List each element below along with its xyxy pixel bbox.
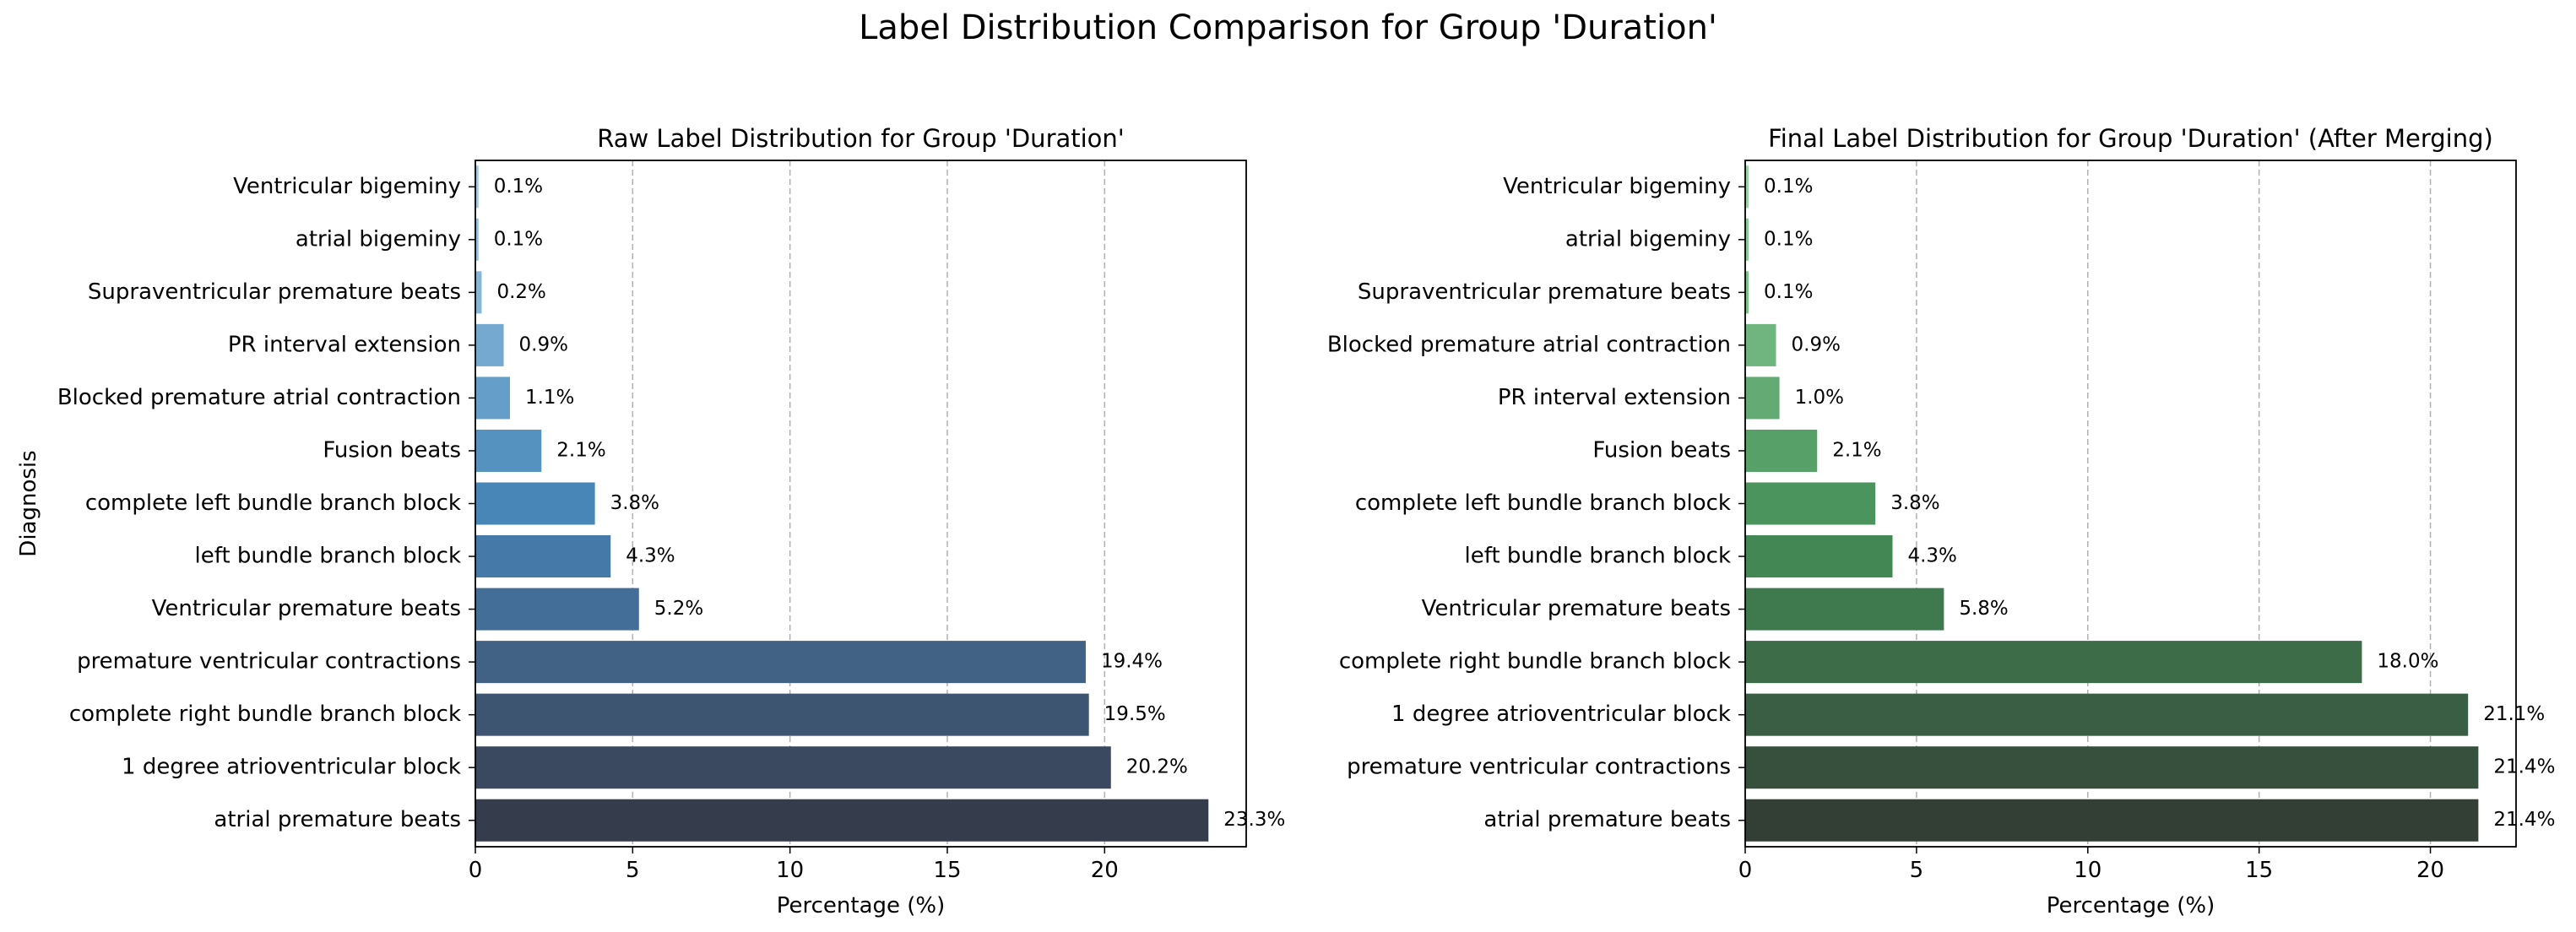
data-label: 0.1% (1764, 281, 1813, 303)
category-label: left bundle branch block (195, 544, 461, 569)
category-label: atrial premature beats (1483, 807, 1731, 832)
data-label: 0.9% (1792, 333, 1841, 355)
data-label: 21.4% (2493, 756, 2555, 778)
data-label: 1.0% (1795, 387, 1844, 409)
bar (475, 746, 1111, 789)
data-label: 0.1% (1764, 176, 1813, 198)
category-label: Ventricular premature beats (152, 596, 461, 621)
axes-frame (475, 160, 1247, 848)
category-label: complete right bundle branch block (69, 702, 461, 727)
data-label: 5.2% (654, 598, 703, 620)
x-tick-label: 0 (1738, 858, 1753, 883)
bar (1745, 323, 1776, 366)
subplot-title: Raw Label Distribution for Group 'Durati… (597, 124, 1125, 153)
bar (475, 641, 1086, 684)
x-tick-label: 15 (933, 858, 961, 883)
category-label: left bundle branch block (1465, 544, 1731, 569)
category-label: Ventricular bigeminy (1503, 174, 1731, 199)
category-label: complete left bundle branch block (1355, 490, 1731, 516)
category-label: 1 degree atrioventricular block (122, 755, 461, 780)
bar (475, 588, 639, 631)
bar (1745, 218, 1749, 261)
data-label: 0.1% (494, 176, 543, 198)
category-label: Ventricular premature beats (1422, 596, 1731, 621)
category-label: atrial bigeminy (296, 226, 461, 252)
category-label: complete left bundle branch block (85, 490, 461, 516)
data-label: 1.1% (525, 387, 574, 409)
category-label: complete right bundle branch block (1339, 649, 1731, 675)
figure-title: Label Distribution Comparison for Group … (859, 8, 1717, 47)
bar (475, 799, 1209, 842)
data-label: 4.3% (626, 545, 675, 567)
bar (475, 323, 504, 366)
bar (475, 482, 595, 525)
category-label: Ventricular bigeminy (233, 174, 461, 199)
x-tick-label: 20 (1091, 858, 1119, 883)
bar (475, 693, 1089, 736)
x-tick-label: 10 (776, 858, 804, 883)
bar (1745, 693, 2469, 736)
category-label: 1 degree atrioventricular block (1391, 702, 1731, 727)
data-label: 19.4% (1101, 651, 1163, 673)
bar (1745, 271, 1749, 314)
bar (475, 429, 542, 472)
category-label: atrial bigeminy (1565, 226, 1731, 252)
category-label: Supraventricular premature beats (88, 279, 461, 305)
x-tick-label: 20 (2416, 858, 2444, 883)
category-label: atrial premature beats (214, 807, 461, 832)
data-label: 4.3% (1907, 545, 1956, 567)
category-label: PR interval extension (1498, 385, 1731, 410)
data-label: 19.5% (1104, 703, 1166, 725)
data-label: 2.1% (556, 439, 605, 461)
y-axis-label: Diagnosis (16, 450, 41, 556)
category-label: Fusion beats (323, 437, 461, 463)
data-label: 0.1% (494, 228, 543, 250)
data-label: 23.3% (1223, 809, 1285, 831)
category-label: premature ventricular contractions (1347, 755, 1731, 780)
category-label: Blocked premature atrial contraction (57, 385, 461, 410)
bar (1745, 429, 1818, 472)
x-tick-label: 5 (1910, 858, 1924, 883)
bar (475, 165, 479, 209)
subplot-title: Final Label Distribution for Group 'Dura… (1768, 124, 2493, 153)
data-label: 21.4% (2493, 809, 2555, 831)
bar (1745, 165, 1749, 209)
bar (1745, 377, 1780, 420)
data-label: 5.8% (1959, 598, 2008, 620)
bar (1745, 482, 1876, 525)
x-tick-label: 15 (2245, 858, 2273, 883)
data-label: 0.2% (496, 281, 545, 303)
x-axis-label: Percentage (%) (2047, 893, 2215, 918)
category-label: Supraventricular premature beats (1358, 279, 1731, 305)
bar (1745, 535, 1893, 578)
bar (1745, 641, 2362, 684)
bar (1745, 588, 1944, 631)
data-label: 0.1% (1764, 228, 1813, 250)
x-tick-label: 5 (626, 858, 640, 883)
data-label: 0.9% (519, 333, 568, 355)
data-label: 3.8% (610, 492, 659, 514)
axes-frame (1744, 160, 2517, 848)
x-tick-label: 10 (2074, 858, 2101, 883)
x-axis-label: Percentage (%) (777, 893, 946, 918)
category-label: premature ventricular contractions (77, 649, 461, 675)
bar (475, 271, 482, 314)
data-label: 20.2% (1126, 756, 1188, 778)
category-label: PR interval extension (228, 332, 461, 357)
bar (475, 218, 479, 261)
data-label: 18.0% (2377, 651, 2438, 673)
bar (475, 535, 611, 578)
category-label: Fusion beats (1592, 437, 1731, 463)
category-label: Blocked premature atrial contraction (1327, 332, 1731, 357)
bar (475, 377, 510, 420)
bar (1745, 746, 2479, 789)
data-label: 2.1% (1832, 439, 1881, 461)
bar (1745, 799, 2479, 842)
data-label: 3.8% (1890, 492, 1939, 514)
data-label: 21.1% (2483, 703, 2545, 725)
x-tick-label: 0 (469, 858, 483, 883)
